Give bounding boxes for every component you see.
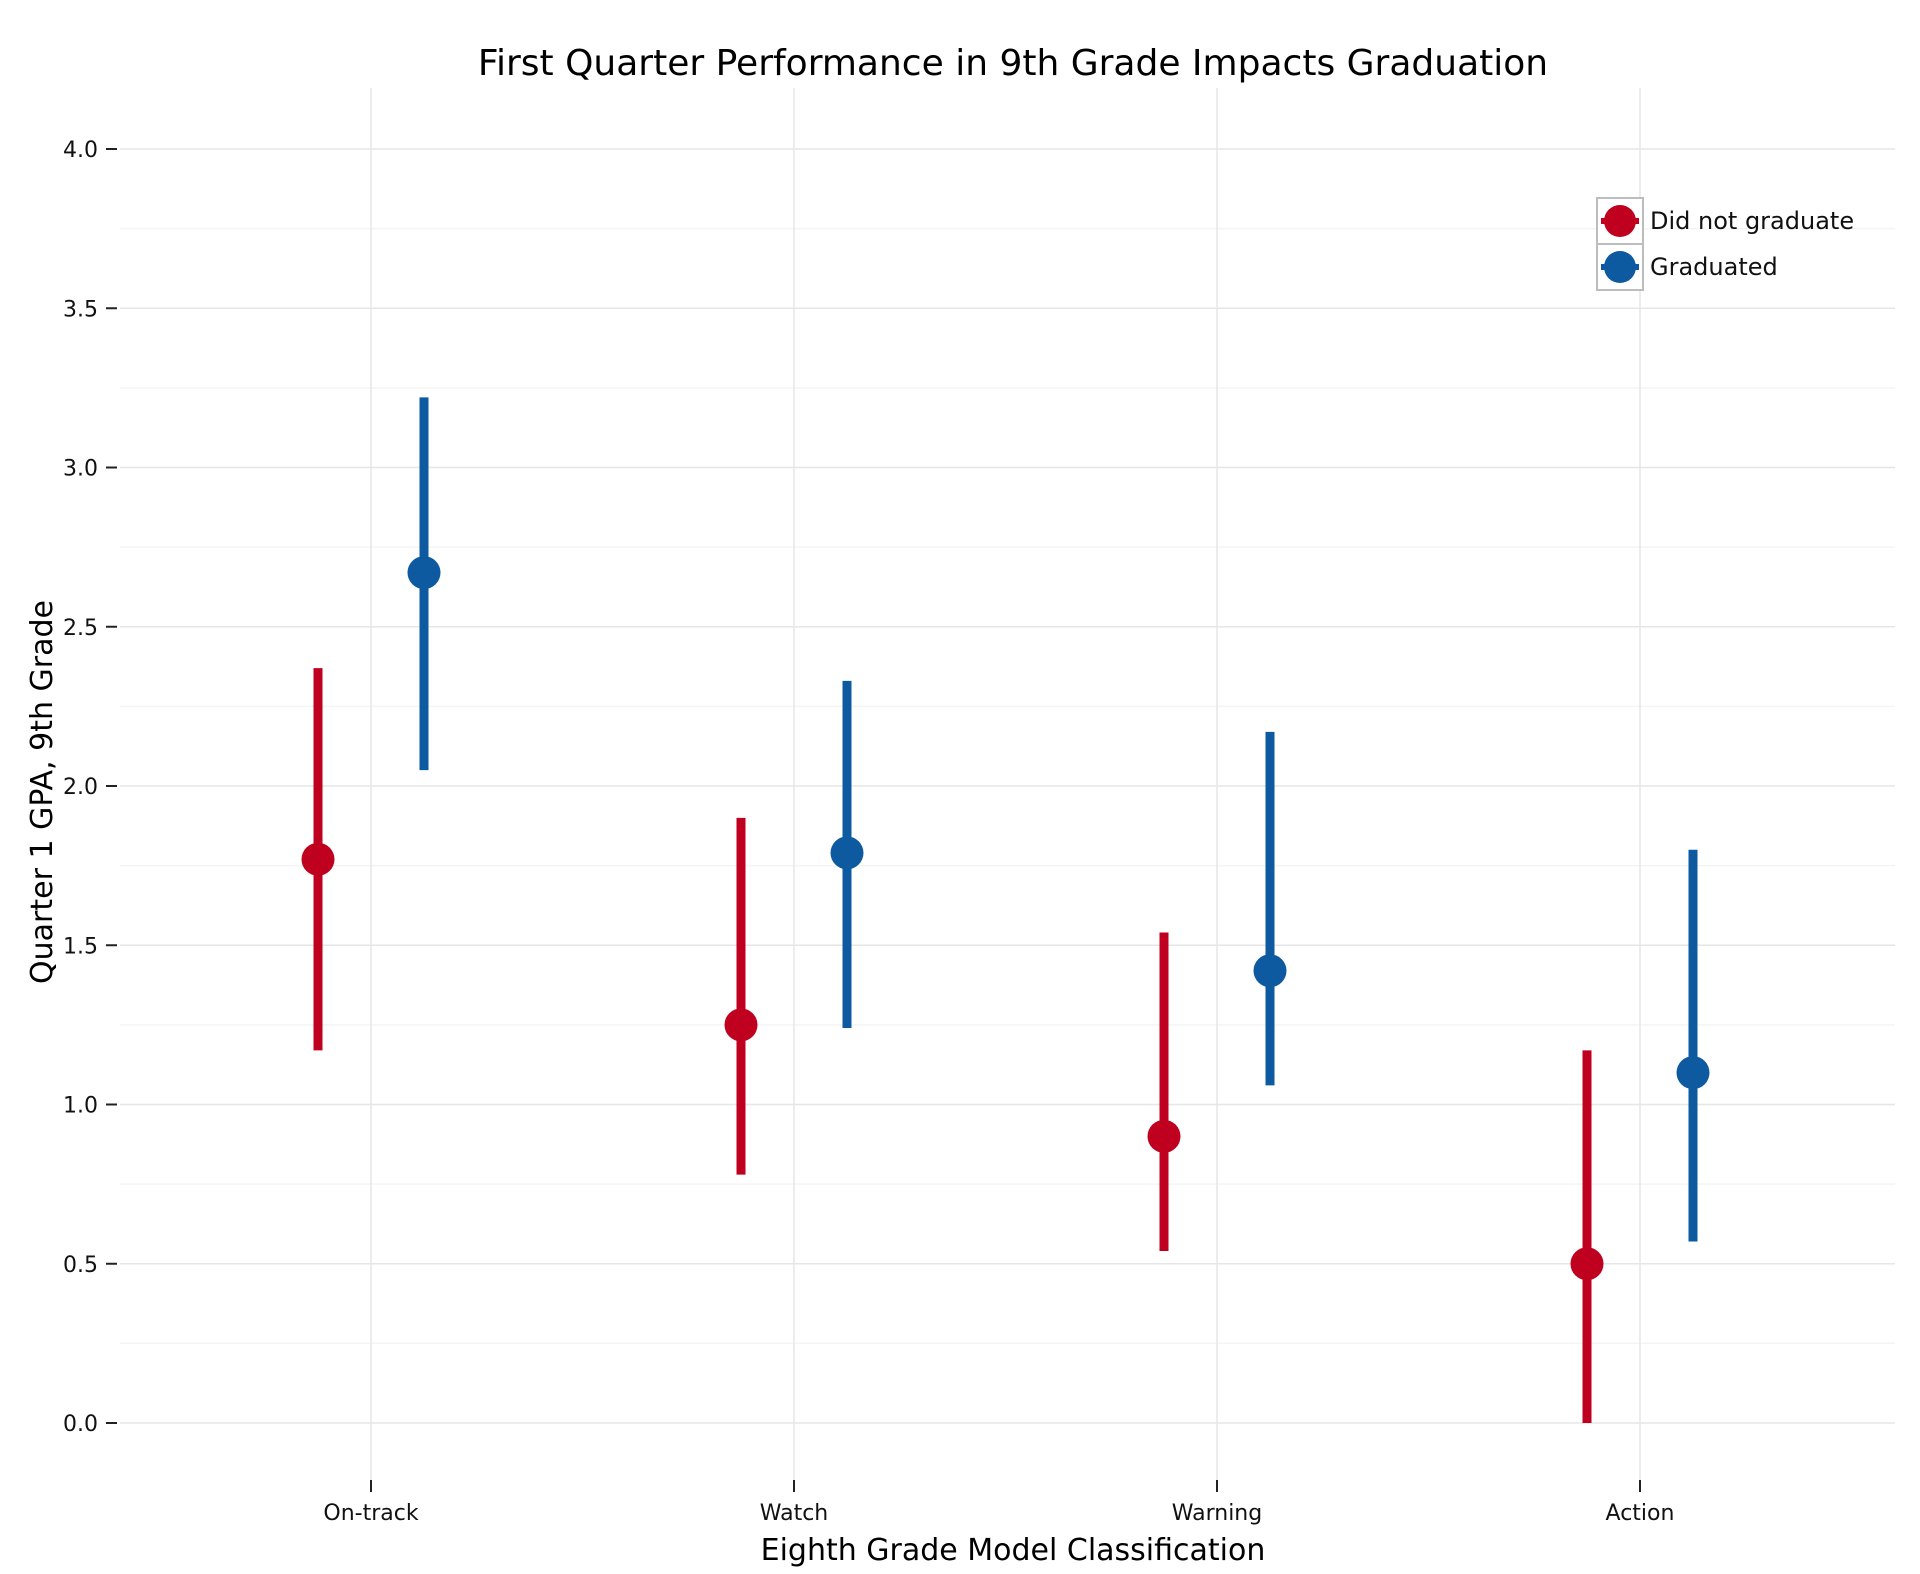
y-tick-label: 3.5 bbox=[63, 297, 98, 322]
y-tick-label: 1.0 bbox=[63, 1094, 98, 1119]
axes: 0.0 0.5 1.0 1.5 2.0 2.5 3.0 3.5 4.0 On-track Watch… bbox=[63, 138, 1674, 1526]
legend-label: Graduated bbox=[1650, 253, 1778, 281]
data-point bbox=[407, 556, 441, 590]
x-tick-label: Warning bbox=[1172, 1501, 1262, 1526]
x-tick-label: Action bbox=[1606, 1501, 1675, 1526]
marks bbox=[301, 397, 1710, 1423]
x-tick-label: Watch bbox=[760, 1501, 829, 1526]
y-tick-label: 3.0 bbox=[63, 457, 98, 482]
y-tick-label: 2.5 bbox=[63, 616, 98, 641]
chart-title: First Quarter Performance in 9th Grade I… bbox=[478, 43, 1548, 84]
x-tick-label: On-track bbox=[323, 1501, 418, 1526]
x-axis-title: Eighth Grade Model Classification bbox=[761, 1533, 1266, 1568]
legend-key-marker bbox=[1604, 251, 1636, 283]
data-point bbox=[1253, 954, 1287, 988]
y-tick-label: 4.0 bbox=[63, 138, 98, 163]
grid bbox=[120, 88, 1895, 1490]
data-point bbox=[830, 836, 864, 870]
legend-key-marker bbox=[1604, 205, 1636, 237]
y-tick-label: 0.5 bbox=[63, 1253, 98, 1278]
y-tick-label: 0.0 bbox=[63, 1412, 98, 1437]
y-tick-label: 2.0 bbox=[63, 775, 98, 800]
data-point bbox=[1570, 1247, 1604, 1281]
y-axis-title: Quarter 1 GPA, 9th Grade bbox=[25, 600, 60, 984]
legend: Did not graduate Graduated bbox=[1596, 197, 1854, 291]
data-point bbox=[1676, 1056, 1710, 1090]
data-point bbox=[724, 1008, 758, 1042]
legend-label: Did not graduate bbox=[1650, 207, 1854, 235]
y-tick-label: 1.5 bbox=[63, 934, 98, 959]
data-point bbox=[301, 842, 335, 876]
data-point bbox=[1147, 1119, 1181, 1153]
